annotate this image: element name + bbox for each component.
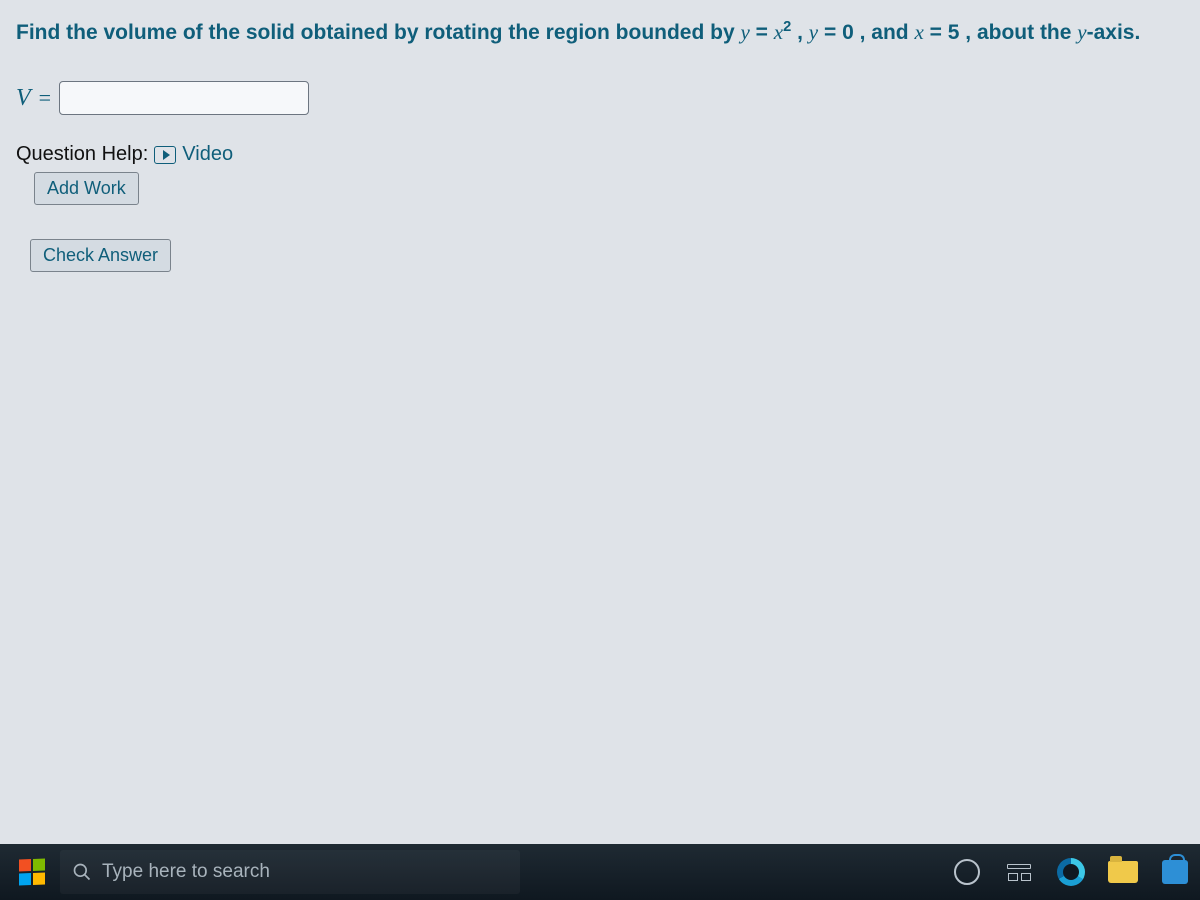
cortana-button[interactable] xyxy=(950,855,984,889)
taskbar-search-placeholder: Type here to search xyxy=(102,861,270,883)
question-suffix: about the xyxy=(977,21,1077,44)
question-prefix: Find the volume of the solid obtained by… xyxy=(16,21,741,44)
cortana-icon xyxy=(954,859,980,885)
edge-button[interactable] xyxy=(1054,855,1088,889)
edge-icon xyxy=(1057,858,1085,886)
answer-input[interactable] xyxy=(59,81,309,115)
video-link[interactable]: Video xyxy=(182,143,233,166)
axis-var: y xyxy=(1077,20,1086,44)
question-panel: Find the volume of the solid obtained by… xyxy=(0,0,1200,844)
eq1-rhs-exp: 2 xyxy=(783,19,791,35)
answer-row: V = xyxy=(16,81,1184,115)
folder-icon xyxy=(1108,861,1138,883)
start-button[interactable] xyxy=(8,848,56,896)
store-button[interactable] xyxy=(1158,855,1192,889)
eq3-rhs: 5 xyxy=(948,21,960,44)
file-explorer-button[interactable] xyxy=(1106,855,1140,889)
eq2-lhs: y xyxy=(809,20,818,44)
eq3-lhs: x xyxy=(914,20,923,44)
task-view-icon xyxy=(1007,864,1031,881)
question-help-row: Question Help: Video xyxy=(16,143,1184,166)
taskbar-icons xyxy=(950,855,1192,889)
answer-variable: V xyxy=(16,85,31,112)
store-icon xyxy=(1162,860,1188,884)
taskbar-search[interactable]: Type here to search xyxy=(60,850,520,894)
question-text: Find the volume of the solid obtained by… xyxy=(16,18,1184,47)
add-work-button[interactable]: Add Work xyxy=(34,172,139,205)
equals-sign: = xyxy=(39,85,51,111)
windows-logo-icon xyxy=(19,859,45,886)
eq1-rhs-base: x xyxy=(774,20,783,44)
eq2-rhs: 0 xyxy=(842,21,854,44)
axis-suffix: -axis. xyxy=(1087,21,1141,44)
taskbar: Type here to search xyxy=(0,844,1200,900)
search-icon xyxy=(72,862,92,882)
question-help-label: Question Help: xyxy=(16,143,148,166)
eq1-lhs: y xyxy=(741,20,750,44)
task-view-button[interactable] xyxy=(1002,855,1036,889)
check-answer-button[interactable]: Check Answer xyxy=(30,239,171,272)
video-icon xyxy=(154,146,176,164)
